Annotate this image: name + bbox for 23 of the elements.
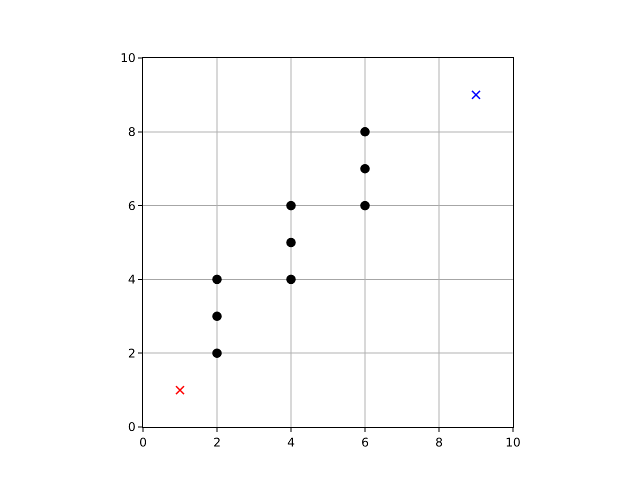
point (286, 274, 296, 284)
point (471, 90, 481, 100)
x-tick-label: 2 (213, 435, 221, 450)
y-tick-label: 4 (128, 272, 136, 287)
x-tick-label: 8 (435, 435, 443, 450)
x-tick-label: 6 (361, 435, 369, 450)
x-tick-label: 10 (505, 435, 521, 450)
point (360, 127, 370, 137)
y-tick-label: 2 (128, 346, 136, 360)
point (212, 348, 222, 358)
x-tick-label: 4 (287, 435, 295, 450)
y-tick-label: 6 (128, 198, 136, 213)
point (360, 200, 370, 210)
y-tick-label: 8 (128, 125, 136, 139)
point (286, 238, 296, 248)
y-tick-label: 0 (128, 420, 136, 434)
point (360, 164, 370, 174)
point (286, 200, 296, 210)
y-tick-label: 10 (120, 51, 136, 66)
point (212, 312, 222, 322)
point (212, 274, 222, 284)
x-tick-label: 0 (139, 435, 147, 450)
point (175, 385, 185, 395)
